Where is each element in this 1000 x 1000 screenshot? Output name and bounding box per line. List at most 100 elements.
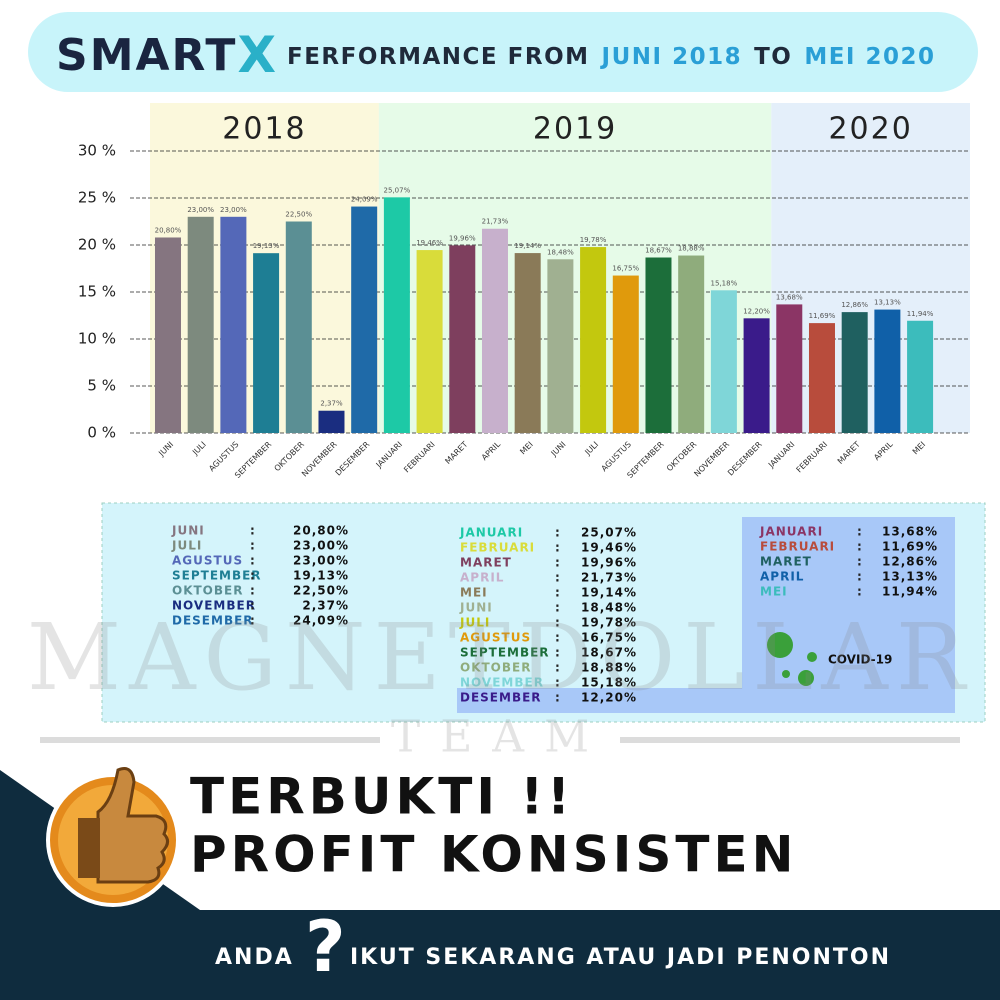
x-tick-label: FEBRUARI	[795, 440, 830, 475]
table-month: OKTOBER	[172, 584, 243, 598]
bar	[580, 247, 607, 433]
table-separator: :	[250, 554, 256, 568]
value-label: 23,00%	[187, 206, 214, 214]
value-label: 15,18%	[711, 279, 738, 287]
y-tick-label: 10 %	[78, 330, 116, 348]
table-value: 11,69%	[882, 540, 938, 554]
value-label: 19,14%	[514, 242, 541, 250]
x-tick-label: JUNI	[156, 440, 175, 459]
table-month: FEBRUARI	[460, 541, 535, 555]
bar	[612, 275, 639, 433]
y-tick-label: 0 %	[87, 424, 116, 442]
table-value: 20,80%	[293, 524, 349, 538]
table-month: MEI	[760, 585, 788, 599]
table-month: JANUARI	[459, 526, 523, 540]
title-part: TO	[754, 44, 792, 70]
bar	[514, 253, 541, 433]
year-label: 2020	[828, 112, 912, 147]
table: JUNI: 20,80% JULI: 23,00% AGUSTUS: 23,00% SEPT…	[171, 524, 938, 705]
table-month: JUNI	[171, 524, 205, 538]
table-separator: :	[857, 525, 863, 539]
x-tick-label: JANUARI	[766, 440, 796, 470]
value-label: 11,94%	[907, 310, 934, 318]
table-month: MARET	[460, 556, 512, 570]
value-label: 22,50%	[285, 211, 312, 219]
table-value: 21,73%	[581, 571, 637, 585]
title-part: FERFORMANCE FROM	[287, 44, 590, 70]
x-tick-label: DESEMBER	[334, 440, 372, 478]
table-separator: :	[555, 541, 561, 555]
table-month: SEPTEMBER	[172, 569, 262, 583]
bar	[808, 323, 835, 433]
x-tick-label: AGUSTUS	[600, 440, 633, 473]
value-label: 18,67%	[645, 247, 672, 255]
year-label: 2018	[222, 112, 306, 147]
table-month: JULI	[171, 539, 202, 553]
table-highlight	[457, 688, 743, 713]
logo-main: SMART	[56, 30, 237, 81]
table-month: APRIL	[460, 571, 504, 585]
table-separator: :	[857, 540, 863, 554]
table-month: DESEMBER	[172, 614, 254, 628]
table-month: JANUARI	[759, 525, 823, 539]
value-label: 13,13%	[874, 299, 901, 307]
table-month: JULI	[459, 616, 490, 630]
value-label: 19,13%	[253, 242, 280, 250]
x-tick-label: DESEMBER	[726, 440, 764, 478]
table-separator: :	[857, 585, 863, 599]
table-month: MEI	[460, 586, 488, 600]
thumb-icon	[46, 767, 180, 907]
table-value: 18,88%	[581, 661, 637, 675]
table-separator: :	[555, 631, 561, 645]
bar	[710, 290, 737, 433]
footer-text: IKUT SEKARANG ATAU JADI PENONTON	[350, 945, 891, 970]
table-value: 19,14%	[581, 586, 637, 600]
x-tick-label: MARET	[443, 440, 469, 466]
bar	[187, 216, 214, 433]
bar	[318, 410, 345, 433]
table-separator: :	[555, 616, 561, 630]
y-tick-label: 15 %	[78, 283, 116, 301]
table-separator: :	[555, 661, 561, 675]
title-part: JUNI 2018	[600, 44, 743, 70]
bar	[220, 216, 247, 433]
watermark: MAGNETDOLLAR	[27, 604, 973, 711]
bar	[416, 250, 443, 433]
value-label: 24,09%	[351, 196, 378, 204]
bar	[645, 257, 672, 433]
value-label: 12,86%	[841, 301, 868, 309]
x-tick-label: FEBRUARI	[402, 440, 437, 475]
table-separator: :	[857, 570, 863, 584]
header-pill	[28, 12, 978, 92]
bar	[285, 221, 312, 433]
table-month: SEPTEMBER	[460, 646, 550, 660]
bar	[351, 206, 378, 433]
year-label: 2019	[533, 112, 617, 147]
table-value: 19,78%	[581, 616, 637, 630]
title-part: MEI 2020	[804, 44, 935, 70]
table-value: 19,46%	[581, 541, 637, 555]
table-separator: :	[555, 601, 561, 615]
table-month: OKTOBER	[460, 661, 531, 675]
table-value: 13,68%	[882, 525, 938, 539]
covid-icon	[767, 632, 817, 686]
headline: TERBUKTI !!	[190, 768, 574, 826]
bar	[907, 320, 934, 433]
table-value: 16,75%	[581, 631, 637, 645]
y-tick-label: 25 %	[78, 189, 116, 207]
table-value: 19,13%	[293, 569, 349, 583]
bar	[874, 309, 901, 433]
table-value: 24,09%	[293, 614, 349, 628]
table-separator: :	[555, 676, 561, 690]
y-tick-label: 30 %	[78, 142, 116, 160]
y-tick-label: 5 %	[87, 377, 116, 395]
table-month: AGUSTUS	[460, 631, 531, 645]
table-value: 15,18%	[581, 676, 637, 690]
x-tick-label: JULI	[583, 440, 601, 458]
table-month: MARET	[760, 555, 812, 569]
footer-lead: ANDA	[215, 945, 294, 970]
value-label: 19,46%	[416, 239, 443, 247]
table-separator: :	[250, 584, 256, 598]
headline: PROFIT KONSISTEN	[190, 826, 798, 884]
